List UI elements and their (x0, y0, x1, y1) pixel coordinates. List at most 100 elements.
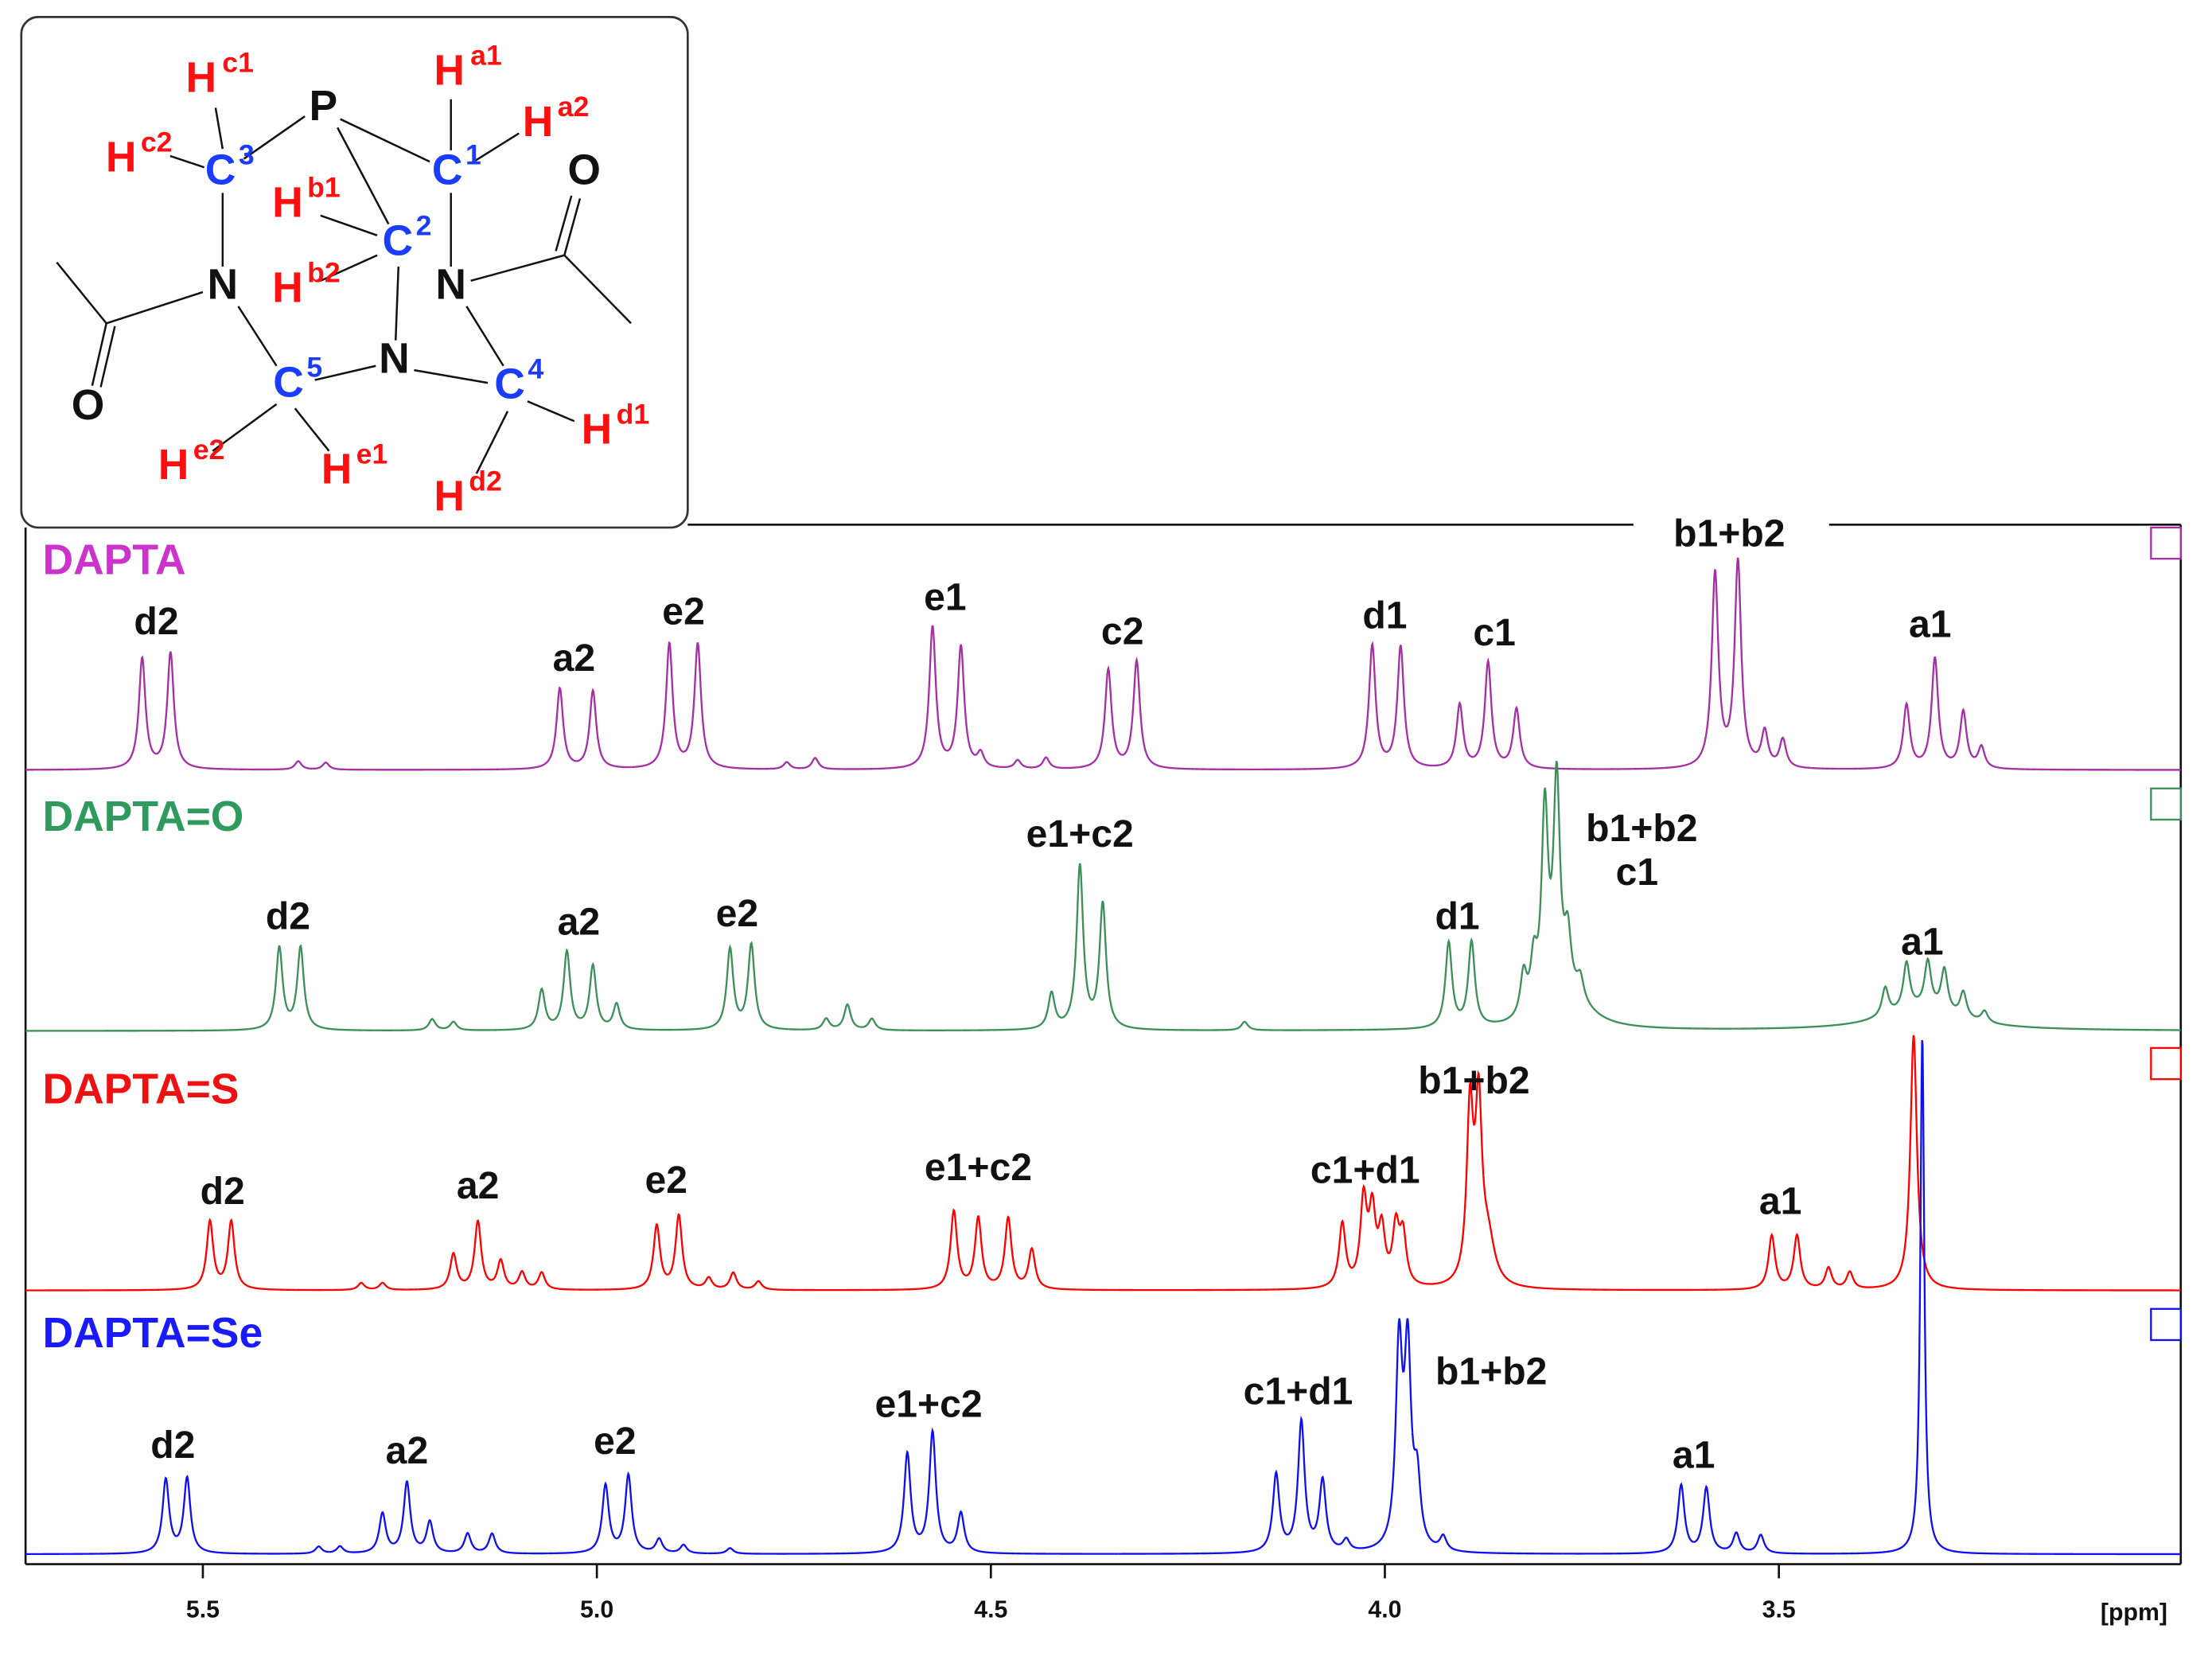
spectrum-peak (1841, 1039, 2181, 1556)
spectrum-peak (312, 762, 443, 771)
spectrum-peak (671, 1543, 707, 1555)
spectrum-peak (1839, 1270, 1883, 1288)
spectrum-peak (1881, 1035, 2181, 1292)
spectrum-peak (360, 1511, 395, 1553)
peak-label: c2 (1101, 610, 1144, 653)
legend-box (2150, 787, 2182, 821)
spectrum-peak (1562, 1482, 1694, 1555)
spectrum-peak (465, 1219, 490, 1281)
spectrum-peak (1575, 968, 1733, 1030)
x-tick-label: 4.5 (974, 1596, 1007, 1623)
spectrum-peak (497, 987, 555, 1031)
peak-label: d2 (266, 894, 310, 937)
spectrum-peak (394, 1480, 419, 1545)
spectrum-peak (1386, 645, 1431, 767)
spectrum-peak (418, 1518, 450, 1553)
spectrum-peak (969, 748, 999, 768)
series-name: DAPTA=Se (43, 1310, 263, 1357)
spectrum-peak (742, 761, 801, 770)
spectrum-peak (1372, 1318, 1404, 1547)
spectrum-peak (1923, 957, 1937, 995)
spectrum-peak (1412, 1432, 1431, 1539)
spectrum-peak (1186, 1218, 1354, 1292)
peak-label: e2 (645, 1159, 688, 1202)
x-tick-label: 5.5 (186, 1596, 220, 1623)
spectrum-peak (1388, 1211, 1400, 1255)
peak-label: d2 (134, 600, 178, 643)
spectrum-peak (604, 1001, 674, 1031)
spectrum-peak (448, 1532, 481, 1553)
peak-label: e1+c2 (875, 1382, 983, 1425)
x-tick-label: 5.0 (580, 1596, 613, 1623)
spectrum-peak (836, 1003, 860, 1028)
spectrum-peak (1376, 1213, 1389, 1255)
spectrum-peak (1287, 1415, 1313, 1535)
spectrum-peak (579, 961, 606, 1022)
spectrum-peak (548, 1481, 617, 1555)
spectrum-peak (1367, 1191, 1378, 1228)
spectrum-peak (999, 758, 1032, 769)
spectrum-peak (1334, 1536, 1373, 1549)
peak-label: a1 (1759, 1180, 1802, 1223)
spectrum-peak (693, 1276, 722, 1288)
peak-label: c1+d1 (1244, 1370, 1353, 1413)
spectrum-peak (1844, 701, 1922, 770)
peak-label: a2 (558, 901, 601, 944)
spectrum-peak (667, 1213, 695, 1285)
spectrum-peak (156, 651, 235, 770)
spectrum-peak (818, 1449, 921, 1555)
spectrum-peak (643, 1537, 672, 1553)
series-name: DAPTA=S (43, 1066, 240, 1113)
spectrum-peak (234, 760, 313, 771)
spectrum-peak (946, 1510, 1119, 1555)
spectrum-peak (800, 757, 874, 770)
spectrum-peak (576, 688, 632, 769)
spectrum-peak (1549, 761, 1564, 900)
spectrum-peak (442, 686, 577, 771)
spectrum-peak (532, 1271, 600, 1291)
spectrum-peak (683, 642, 742, 770)
spectrum-peak (1019, 1246, 1187, 1292)
spectrum-peak (176, 1475, 253, 1555)
spectrum-peak (993, 1215, 1021, 1281)
spectrum-peak (1895, 959, 1915, 1005)
peak-label: b1+b2 (1435, 1350, 1547, 1393)
spectrum-peak (1953, 989, 1975, 1017)
spectrum-peak (946, 644, 972, 752)
spectrum-peak (1813, 1265, 1840, 1287)
series-name: DAPTA=O (43, 793, 244, 840)
peak-label: a2 (386, 1429, 429, 1472)
spectrum-peak (859, 1017, 962, 1031)
spectrum-peak (919, 1427, 948, 1543)
spectrum-peak (290, 944, 367, 1031)
x-tick-label: 3.5 (1762, 1596, 1796, 1623)
spectrum-peak (25, 945, 290, 1032)
legend-box (2150, 1046, 2182, 1081)
spectrum-peak (1065, 863, 1092, 1016)
spectrum-peak (329, 1545, 362, 1553)
spectrum-peak (1561, 899, 1571, 925)
peak-label: a2 (457, 1164, 500, 1207)
peak-label: a1 (1901, 921, 1944, 964)
x-axis-label: [ppm] (2101, 1600, 2167, 1626)
spectrum-peak (746, 1280, 856, 1292)
peak-label: d2 (201, 1170, 245, 1213)
spectrum-peak (1459, 937, 1498, 1023)
spectrum-peak (1538, 787, 1552, 922)
spectrum-peak (1311, 1475, 1335, 1543)
spectrum-peak (511, 1269, 532, 1286)
spectrum-peak (1122, 656, 1255, 771)
peak-label: e2 (594, 1420, 637, 1463)
spectrum-peak (1473, 1070, 1485, 1175)
series-name: DAPTA (43, 537, 186, 584)
spectrum-peak (966, 1215, 994, 1281)
spectrum-peak (1630, 1233, 1785, 1292)
